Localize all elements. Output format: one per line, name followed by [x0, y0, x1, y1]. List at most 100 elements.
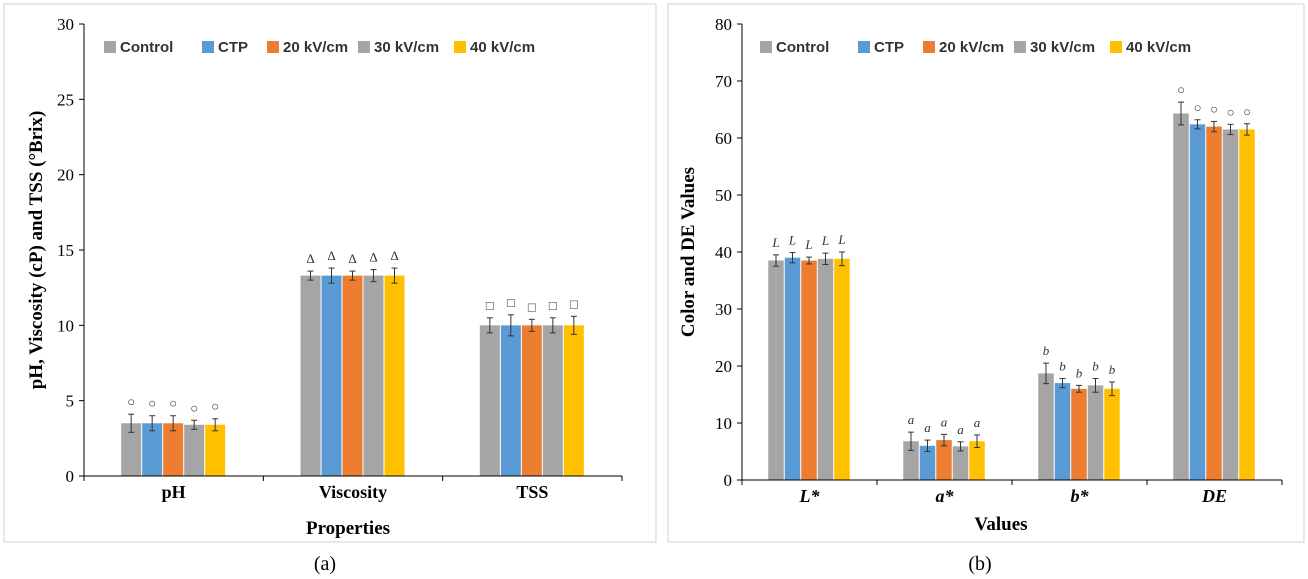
bar-b-30-kv-cm: [1087, 385, 1104, 480]
panel-a-axes: 0 5 10 15 20 25 30 pH Viscosity TSS: [57, 15, 623, 502]
bar-l-30-kv-cm: [817, 258, 834, 480]
legend-label-20-kv-cm: 20 kV/cm: [283, 39, 348, 56]
panel-b-ylabel: Color and DE Values: [678, 167, 699, 337]
legend-swatch-ctp: [858, 41, 870, 53]
bar-tss-ctp: [500, 325, 521, 476]
x-category-label-tss: TSS: [516, 482, 548, 502]
bar-tss-20-kv-cm: [521, 325, 542, 476]
significance-marker: a: [908, 412, 915, 427]
significance-marker: a: [924, 420, 931, 435]
y-tick-label: 80: [715, 15, 732, 34]
significance-marker: L: [837, 232, 845, 247]
bar-de-ctp: [1189, 124, 1206, 480]
significance-marker: ○: [127, 394, 135, 409]
legend-swatch-40-kv-cm: [454, 41, 466, 53]
legend-label-20-kv-cm: 20 kV/cm: [939, 39, 1004, 56]
legend-swatch-control: [104, 41, 116, 53]
bar-a-ctp: [919, 445, 936, 480]
bar-b-ctp: [1054, 383, 1071, 480]
significance-marker: ○: [1177, 82, 1185, 97]
y-tick-label: 0: [66, 467, 75, 486]
significance-marker: ○: [1227, 104, 1235, 119]
panel-b-axes: 0 10 20 30 40 50 60 70 80 L* a* b* DE: [715, 15, 1283, 506]
significance-marker: b: [1092, 359, 1099, 374]
significance-marker: □: [486, 298, 494, 313]
bar-tss-30-kv-cm: [542, 325, 563, 476]
bar-viscosity-30-kv-cm: [363, 275, 384, 476]
significance-marker: ○: [1194, 100, 1202, 115]
significance-marker: b: [1059, 359, 1066, 374]
significance-marker: ○: [190, 400, 198, 415]
significance-marker: Δ: [369, 250, 377, 265]
panel-a-xlabel: Properties: [306, 518, 390, 539]
x-category-label-viscosity: Viscosity: [319, 482, 387, 502]
significance-marker: Δ: [306, 251, 314, 266]
significance-marker: Δ: [327, 248, 335, 263]
panel-b-bars: L L L L Laa a a abb b b b○○ ○ ○ ○: [768, 82, 1255, 481]
bar-a-control: [903, 441, 919, 480]
bar-l-ctp: [784, 257, 801, 480]
legend-label-control: Control: [776, 39, 829, 56]
significance-marker: ○: [148, 396, 156, 411]
legend-swatch-ctp: [202, 41, 214, 53]
bar-viscosity-40-kv-cm: [384, 275, 405, 476]
bar-ph-ctp: [142, 423, 163, 476]
legend-swatch-20-kv-cm: [267, 41, 279, 53]
panel-a-chart: Control CTP 20 kV/cm 30 kV/cm 40 kV/cm ○ ○ ○ ○ ○…: [3, 3, 657, 543]
bar-a-30-kv-cm: [952, 446, 969, 480]
legend-swatch-30-kv-cm: [358, 41, 370, 53]
bar-viscosity-control: [300, 275, 321, 476]
significance-marker: b: [1109, 362, 1116, 377]
x-category-label-l: L*: [799, 486, 821, 506]
y-tick-label: 60: [715, 129, 732, 148]
significance-marker: Δ: [348, 251, 356, 266]
x-category-label-a: a*: [936, 486, 955, 506]
y-tick-label: 20: [715, 357, 732, 376]
legend-label-30-kv-cm: 30 kV/cm: [374, 39, 439, 56]
y-tick-label: 30: [715, 300, 732, 319]
bar-ph-control: [121, 423, 142, 476]
significance-marker: □: [549, 298, 557, 313]
bar-l-40-kv-cm: [834, 258, 850, 480]
bar-viscosity-20-kv-cm: [342, 275, 363, 476]
bar-de-30-kv-cm: [1222, 129, 1239, 480]
significance-marker: b: [1076, 365, 1083, 380]
significance-marker: a: [974, 415, 981, 430]
significance-marker: L: [804, 237, 812, 252]
panel-a-bars: ○ ○ ○ ○ ○Δ Δ Δ Δ Δ□ □ □ □ □: [121, 248, 584, 476]
bar-l-20-kv-cm: [801, 260, 817, 480]
y-tick-label: 10: [715, 414, 732, 433]
bar-b-40-kv-cm: [1104, 388, 1120, 480]
significance-marker: b: [1043, 343, 1050, 358]
y-tick-label: 50: [715, 186, 732, 205]
y-tick-label: 25: [57, 90, 74, 109]
legend-label-30-kv-cm: 30 kV/cm: [1030, 39, 1095, 56]
bar-de-20-kv-cm: [1206, 126, 1222, 480]
y-tick-label: 0: [724, 471, 733, 490]
significance-marker: □: [528, 299, 536, 314]
significance-marker: L: [788, 233, 796, 248]
bar-de-control: [1173, 113, 1189, 481]
bar-a-40-kv-cm: [969, 441, 985, 480]
panel-a-label: (a): [314, 553, 336, 575]
bar-a-20-kv-cm: [936, 440, 952, 480]
panel-a-ylabel: pH, Viscosity (cP) and TSS (°Brix): [26, 111, 47, 390]
legend-label-ctp: CTP: [874, 39, 904, 56]
y-tick-label: 70: [715, 72, 732, 91]
y-tick-label: 30: [57, 15, 74, 34]
significance-marker: Δ: [390, 248, 398, 263]
legend-swatch-30-kv-cm: [1014, 41, 1026, 53]
legend-swatch-20-kv-cm: [923, 41, 935, 53]
significance-marker: ○: [169, 396, 177, 411]
panel-b-xlabel: Values: [974, 514, 1027, 535]
legend-swatch-40-kv-cm: [1110, 41, 1122, 53]
x-category-label-ph: pH: [162, 482, 186, 502]
significance-marker: ○: [1210, 101, 1218, 116]
legend-label-40-kv-cm: 40 kV/cm: [470, 39, 535, 56]
legend-label-ctp: CTP: [218, 39, 248, 56]
significance-marker: L: [821, 233, 829, 248]
y-tick-label: 15: [57, 241, 74, 260]
